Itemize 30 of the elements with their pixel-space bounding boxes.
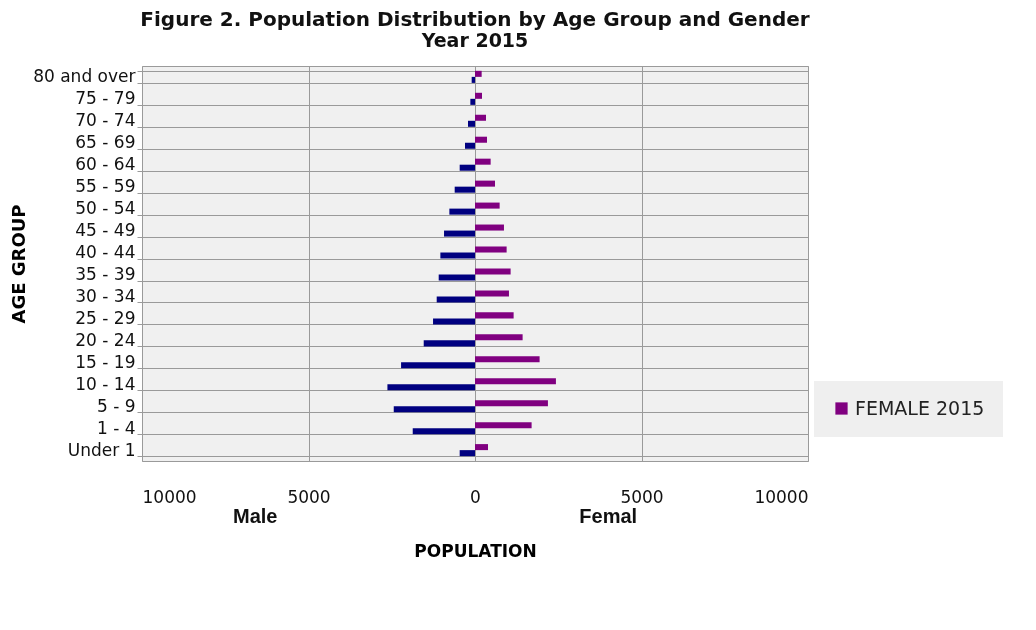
y-tick-label: 5 - 9 [96, 395, 136, 416]
y-tick-label: 45 - 49 [75, 220, 136, 241]
y-tick-label: 1 - 4 [96, 417, 136, 438]
y-tick-label: 70 - 74 [75, 110, 136, 131]
y-tick-label: 80 and over [33, 66, 136, 87]
chart-subtitle: Year 2015 [420, 29, 529, 51]
x-tick-label: 10000 [754, 486, 809, 507]
y-tick-label: 55 - 59 [75, 176, 136, 197]
x-tick-label: 5000 [620, 486, 664, 507]
x-tick-label: 0 [470, 486, 481, 507]
y-tick-label: 65 - 69 [75, 132, 136, 153]
text: Femal [579, 505, 638, 527]
chart-title: Figure 2. Population Distribution by Age Group and Gender [140, 7, 810, 31]
x-tick-label: 5000 [287, 486, 331, 507]
y-tick-label: 35 - 39 [75, 263, 136, 284]
y-tick-label: 60 - 64 [75, 154, 136, 175]
text: Male [232, 505, 278, 527]
x-axis-title: POPULATION [414, 540, 537, 561]
y-axis-title: AGE GROUP [8, 204, 30, 324]
y-tick-label: Under 1 [67, 439, 136, 460]
y-tick-label: 10 - 14 [75, 373, 136, 394]
y-tick-label: 30 - 34 [75, 285, 136, 306]
y-tick-label: 40 - 44 [75, 242, 136, 263]
x-tick-label: 10000 [142, 486, 197, 507]
y-tick-label: 75 - 79 [75, 88, 136, 109]
y-tick-label: 15 - 19 [75, 351, 136, 372]
y-tick-label: 25 - 29 [75, 307, 136, 328]
legend-label: FEMALE 2015 [855, 396, 985, 419]
y-tick-label: 20 - 24 [75, 329, 136, 350]
y-tick-label: 50 - 54 [75, 198, 136, 219]
